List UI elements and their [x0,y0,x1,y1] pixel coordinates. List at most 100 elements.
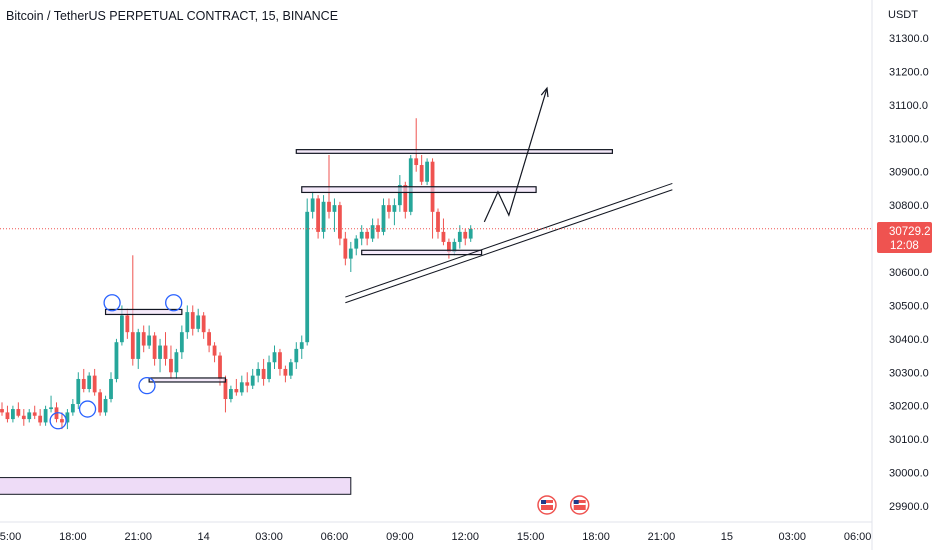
candle [441,218,446,246]
candle-countdown: 12:08 [890,240,919,252]
time-axis[interactable]: 15:00 18:00 21:00 14 03:00 06:00 09:00 12:00 15:… [0,531,871,543]
candle [408,155,413,216]
candle-body [152,335,157,359]
price-tick-label: 31200.0 [889,66,929,78]
time-tick-label: 03:00 [255,531,283,543]
candle [239,375,244,396]
candle-body [76,378,81,405]
hand-drawn-circle[interactable] [165,294,183,312]
candle [0,402,4,416]
price-axis-unit: USDT [888,9,918,21]
candle-body [223,378,228,400]
time-tick-label: 21:00 [648,531,676,543]
candle-body [103,399,108,413]
candle [354,235,359,256]
candle [169,345,173,379]
candle [43,405,48,426]
projection-path[interactable] [483,87,548,223]
candle [87,372,92,393]
candle-body [278,352,282,369]
candle-body [419,165,424,182]
candle-body [179,332,184,353]
candle [332,198,337,232]
time-tick-label: 15:00 [517,531,545,543]
candle [267,355,271,383]
drawing-zones [0,477,352,495]
candle-body [43,409,48,423]
level-rectangle[interactable] [295,149,613,154]
candle-body [234,389,239,393]
candle-body [92,375,97,393]
candle-body [114,342,119,379]
candle-body [359,231,364,239]
time-tick-label: 12:00 [451,531,479,543]
candle [229,385,233,403]
candle-body [310,198,315,212]
hand-drawn-circle[interactable] [103,294,121,312]
event-icon-stripe [541,503,553,505]
candle [81,368,86,393]
candle-body [425,161,429,182]
candle [5,405,10,423]
price-tick-label: 30000.0 [889,468,929,480]
candle-body [305,211,310,343]
candle [272,345,277,369]
candle [185,305,190,339]
candle-body [65,412,70,423]
level-rectangle[interactable] [104,308,183,316]
price-tick-label: 30200.0 [889,401,929,413]
candle-body [98,392,102,413]
candle-body [387,205,391,212]
level-rectangle[interactable] [361,249,483,256]
trend-line[interactable] [345,189,673,304]
candle-body [283,368,288,376]
time-tick-label: 15 [721,531,733,543]
price-axis[interactable]: USDT 29900.0 30000.0 30100.0 30200.0 30300.0… [888,9,929,513]
price-tick-label: 30400.0 [889,334,929,346]
candle-body [414,158,419,166]
candle-body [218,355,222,379]
candle-body [5,412,10,420]
candle [49,395,53,413]
candle-body [392,205,397,212]
time-tick-label: 21:00 [124,531,152,543]
candle-body [463,231,468,239]
candle [381,198,386,236]
trend-line[interactable] [345,182,673,298]
event-icon-canton [573,500,579,504]
candle-body [468,228,473,239]
hand-drawn-circle[interactable] [78,400,97,418]
candle-body [147,335,152,346]
candle-body [141,332,146,346]
candle [190,305,195,336]
candle-body [196,315,201,329]
candle-body [245,382,250,386]
candle-body [343,238,348,259]
us-flag-event-icon[interactable] [569,495,590,515]
hand-drawn-circle[interactable] [49,412,67,430]
event-icon-stripe [573,503,586,505]
candle [305,198,310,346]
candle-body [130,332,135,359]
level-rectangle[interactable] [148,377,227,383]
candle-body [408,158,413,212]
candle-body [256,368,261,376]
price-tick-label: 31000.0 [889,133,929,145]
candle-body [185,312,190,333]
us-flag-event-icon[interactable] [537,495,557,515]
candle-body [294,348,299,363]
price-tick-label: 30100.0 [889,434,929,446]
candle-body [163,345,168,359]
support-zone[interactable] [0,477,352,495]
drawing-lines [104,86,673,383]
candle [321,195,326,239]
time-tick-label: 06:00 [321,531,349,543]
candle-body [332,205,337,212]
candle [294,342,299,369]
hand-drawn-circle[interactable] [138,377,156,395]
candle-body [261,368,266,379]
level-rectangle[interactable] [301,186,537,194]
candle [430,158,435,239]
current-price-label[interactable]: 30729.2 12:08 [877,222,932,253]
